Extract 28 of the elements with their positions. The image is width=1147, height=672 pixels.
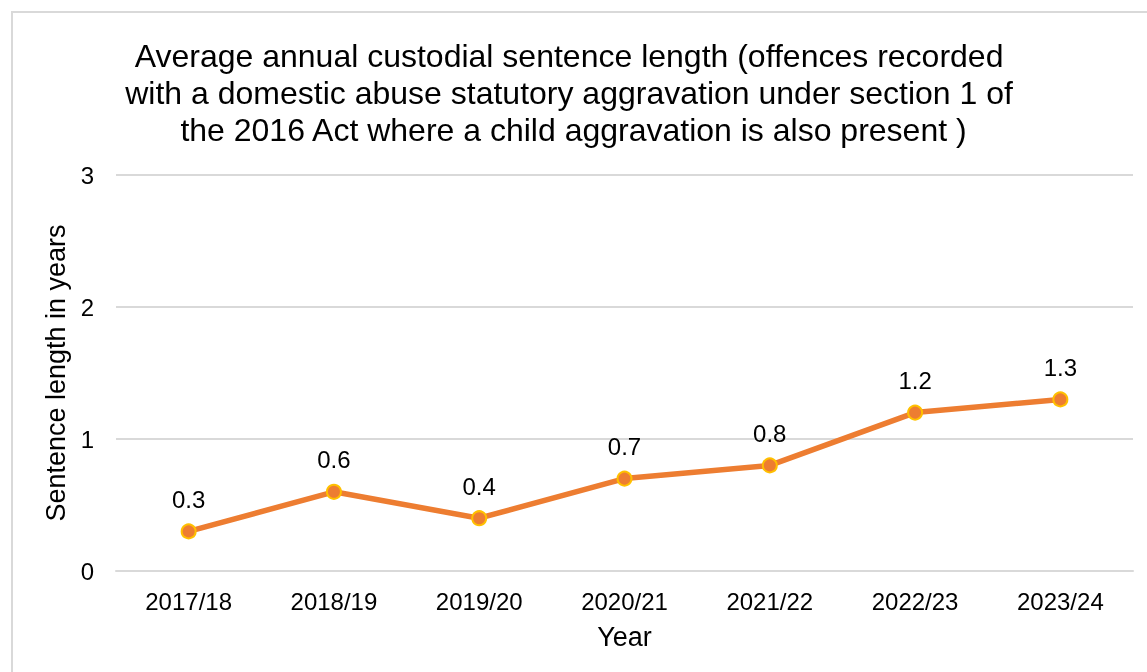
y-axis-title: Sentence length in years [41,224,72,522]
y-tick-label: 3 [80,161,94,189]
x-tick-label: 2018/19 [290,587,378,615]
point [471,510,488,527]
x-tick-label: 2021/22 [726,587,814,615]
x-tick-label: 2022/23 [871,587,959,615]
x-tick-label: 2023/24 [1016,587,1104,615]
point [180,523,197,540]
data-label: 0.4 [462,472,496,500]
point [907,404,924,421]
x-axis-title: Year [597,621,652,652]
y-tick-label: 2 [80,293,94,321]
point [1052,391,1069,408]
x-tick-label: 2019/20 [435,587,523,615]
data-label: 0.7 [607,433,642,461]
data-label: 0.6 [317,446,351,474]
y-tick-label: 1 [80,425,94,453]
point [325,483,342,500]
data-label: 0.3 [171,485,206,513]
point [616,470,633,487]
data-label: 0.8 [753,419,787,447]
data-label: 1.2 [898,367,932,395]
chart-title: Average annual custodial sentence length (offences recorded with a domestic abuse statutory aggravation under section 1 of the 2016 Act where a child aggravation is also present ) [124,37,1022,148]
y-tick-label: 0 [80,557,94,585]
point [761,457,778,474]
x-tick-label: 2020/21 [581,587,668,615]
x-tick-label: 2017/18 [145,587,233,615]
data-label: 1.3 [1043,353,1078,381]
